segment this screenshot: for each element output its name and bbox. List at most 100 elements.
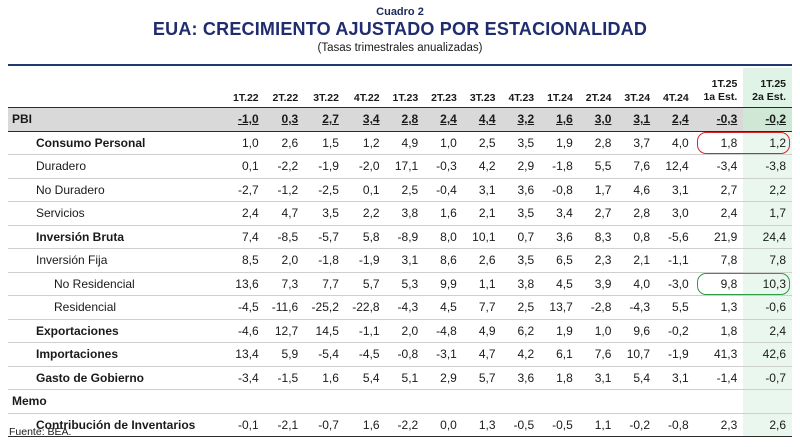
table-cell: 5,7 [462, 366, 502, 390]
table-cell: -3,4 [694, 154, 744, 179]
cell-value: 3,1 [478, 182, 496, 197]
table-cell: 3,8 [385, 201, 425, 226]
table-cell: 4,5 [424, 295, 463, 320]
table-cell: -25,2 [304, 295, 345, 320]
cell-value: 3,5 [322, 206, 339, 221]
cell-value: 3,1 [401, 253, 419, 268]
table-cell: 7,3 [264, 272, 305, 296]
table-cell: 4,0 [656, 131, 695, 155]
table-cell [578, 389, 618, 414]
cell-value: 1,6 [556, 112, 573, 127]
table-cell: 2,9 [424, 366, 463, 390]
table-cell: 3,1 [385, 248, 425, 273]
table-cell: 3,5 [501, 248, 541, 273]
table-cell: -4,3 [385, 295, 425, 320]
cell-value: -1,5 [277, 370, 299, 385]
table-row: Residencial -4,5 -11,6 -25,2 -22,8 -4,3 4,5 7,7… [8, 295, 792, 320]
cell-value: -1,9 [318, 159, 339, 174]
table-cell: 4,2 [462, 154, 502, 179]
table-cell [304, 389, 345, 414]
table-cell: -1,5 [264, 366, 305, 390]
cell-value: 0,1 [362, 182, 380, 197]
cell-value: -4,3 [629, 300, 651, 315]
cell-value: 2,5 [517, 300, 535, 315]
table-cell: -4,3 [617, 295, 657, 320]
cell-value: 4,6 [633, 182, 651, 197]
column-header: 4T.24 [663, 92, 689, 104]
table-cell: 5,5 [656, 295, 695, 320]
table-cell: -1,9 [304, 154, 345, 179]
table-cell: -0,2 [656, 319, 695, 343]
table-cell [656, 389, 695, 414]
cell-value: -0,7 [318, 417, 339, 432]
table-cell: 3,4 [344, 107, 386, 132]
cell-value: -0,8 [397, 347, 419, 362]
cell-value: -2,0 [358, 159, 380, 174]
cell-value: -2,8 [590, 300, 612, 315]
cell-value: 2,0 [401, 323, 419, 338]
column-header: 3T.23 [469, 92, 496, 104]
table-cell: 7,6 [617, 154, 657, 179]
cell-value: -25,2 [311, 300, 339, 315]
table-cell: -0,5 [540, 413, 579, 437]
cell-value: -0,8 [552, 182, 573, 197]
table-cell: -0,5 [501, 413, 541, 437]
table-cell: 12,7 [264, 319, 305, 343]
cell-value: 1,8 [720, 323, 738, 338]
cell-value: 8,6 [440, 253, 457, 268]
table-cell: 1,1 [462, 272, 502, 296]
table-cell: 10,3 [743, 272, 792, 296]
table-row: Servicios 2,4 4,7 3,5 2,2 3,8 1,6 2,1 3,5 3,4 2,7 2… [8, 201, 792, 226]
cell-value: 41,3 [713, 347, 738, 362]
table-cell: 2,4 [694, 201, 744, 226]
table-cell: 3,0 [656, 201, 695, 226]
table-cell: -0,2 [617, 413, 657, 437]
table-cell: 4,9 [462, 319, 502, 343]
table-row: Exportaciones -4,6 12,7 14,5 -1,1 2,0 -4,8 4,9 6… [8, 319, 792, 343]
cell-value: -0,3 [436, 159, 457, 174]
table-cell: 4,6 [617, 178, 657, 202]
cell-value: 2,2 [769, 182, 786, 197]
table-cell: 2,7 [694, 178, 744, 202]
table-cell: 1,6 [304, 366, 345, 390]
table-cell: 2,8 [578, 131, 618, 155]
cell-value: -5,4 [318, 347, 339, 362]
table-cell: 2,4 [656, 107, 695, 132]
cell-value: 3,9 [594, 276, 612, 291]
cell-value: 2,6 [478, 253, 496, 268]
cell-value: 3,1 [633, 112, 651, 127]
cell-value: -2,5 [318, 182, 339, 197]
table-cell: 0,0 [424, 413, 463, 437]
cell-value: 1,7 [594, 182, 612, 197]
table-cell: 2,6 [462, 248, 502, 273]
table-cell: 5,5 [578, 154, 618, 179]
cell-value: -1,9 [358, 253, 380, 268]
cell-value: 9,8 [720, 276, 738, 291]
cell-value: 1,8 [720, 135, 738, 150]
cell-value: -4,8 [436, 323, 457, 338]
cell-value: 0,1 [241, 159, 259, 174]
cell-value: 1,3 [478, 417, 496, 432]
table-cell [540, 389, 579, 414]
table-row: No Residencial 13,6 7,3 7,7 5,7 5,3 9,9 1,1 3,8 4… [8, 272, 792, 296]
table-cell: 2,1 [462, 201, 502, 226]
table-cell: 2,9 [501, 154, 541, 179]
table-cell: 4,0 [617, 272, 657, 296]
table-cell: 1,9 [540, 131, 579, 155]
table-cell: -3,8 [743, 154, 792, 179]
table-cell: -0,3 [424, 154, 463, 179]
cell-value: -1,1 [358, 323, 380, 338]
cell-value: 2,7 [322, 112, 339, 127]
table-cell: 10,7 [617, 342, 657, 367]
table-cell: 1,5 [304, 131, 345, 155]
table-cell: 1,8 [694, 319, 744, 343]
table-cell: -3,1 [424, 342, 463, 367]
table-cell: -0,8 [540, 178, 579, 202]
table-cell: 1,8 [540, 366, 579, 390]
cell-value: 6,1 [556, 347, 573, 362]
column-header: 1T.24 [547, 92, 573, 104]
table-cell: 7,6 [578, 342, 618, 367]
cell-value: 2,3 [720, 417, 738, 432]
table-cell: 4,9 [385, 131, 425, 155]
cell-value: 12,4 [665, 159, 689, 174]
